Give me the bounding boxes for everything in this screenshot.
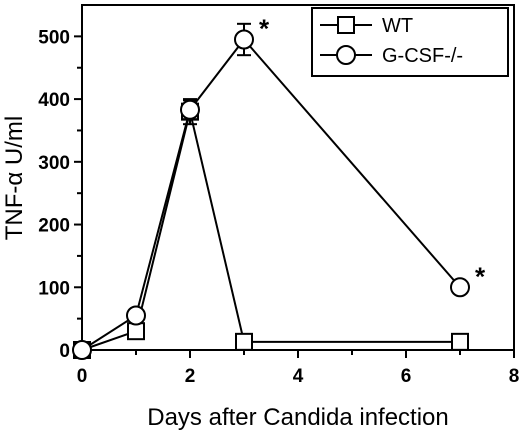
series-0-point-1: [127, 322, 145, 341]
x-tick-label-3: 6: [401, 366, 412, 387]
legend-marker-gcsf: [336, 45, 356, 65]
annotations-layer: **: [259, 14, 486, 292]
legend-label-wt: WT: [382, 15, 413, 37]
y-axis-label: TNF-α U/ml: [1, 116, 28, 241]
ticks-layer: 0 2 4 6 8 0 100 200 300 400 500: [38, 27, 519, 387]
series-1-line: [81, 37, 461, 351]
legend: WT G-CSF-/-: [311, 7, 509, 77]
series-1-point-3: [234, 29, 254, 50]
annotation-0: *: [259, 14, 270, 44]
y-tick-label-5: 500: [38, 27, 70, 48]
series-1-point-1: [126, 305, 146, 326]
series-1-point-4: [450, 277, 470, 298]
series-0-point-3: [235, 332, 253, 351]
x-axis-label: Days after Candida infection: [147, 404, 449, 431]
y-tick-label-1: 100: [38, 278, 70, 299]
y-tick-label-3: 300: [38, 153, 70, 174]
legend-marker-wt: [337, 16, 355, 34]
x-tick-label-2: 4: [293, 366, 304, 387]
series-1-point-2: [180, 99, 200, 120]
annotation-1: *: [475, 261, 486, 291]
y-tick-label-2: 200: [38, 216, 70, 237]
y-tick-label-4: 400: [38, 90, 70, 111]
series-1-point-0: [72, 340, 92, 360]
series-layer: [72, 22, 470, 360]
x-tick-label-4: 8: [509, 366, 520, 387]
legend-label-gcsf: G-CSF-/-: [382, 45, 463, 67]
y-tick-label-0: 0: [59, 341, 70, 362]
x-tick-label-0: 0: [77, 366, 88, 387]
x-tick-label-1: 2: [185, 366, 196, 387]
series-0-point-4: [451, 332, 469, 351]
